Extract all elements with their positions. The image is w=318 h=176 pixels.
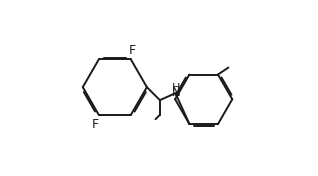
Text: N: N: [172, 86, 181, 99]
Text: F: F: [129, 44, 136, 57]
Text: F: F: [92, 118, 99, 131]
Text: H: H: [172, 83, 181, 93]
